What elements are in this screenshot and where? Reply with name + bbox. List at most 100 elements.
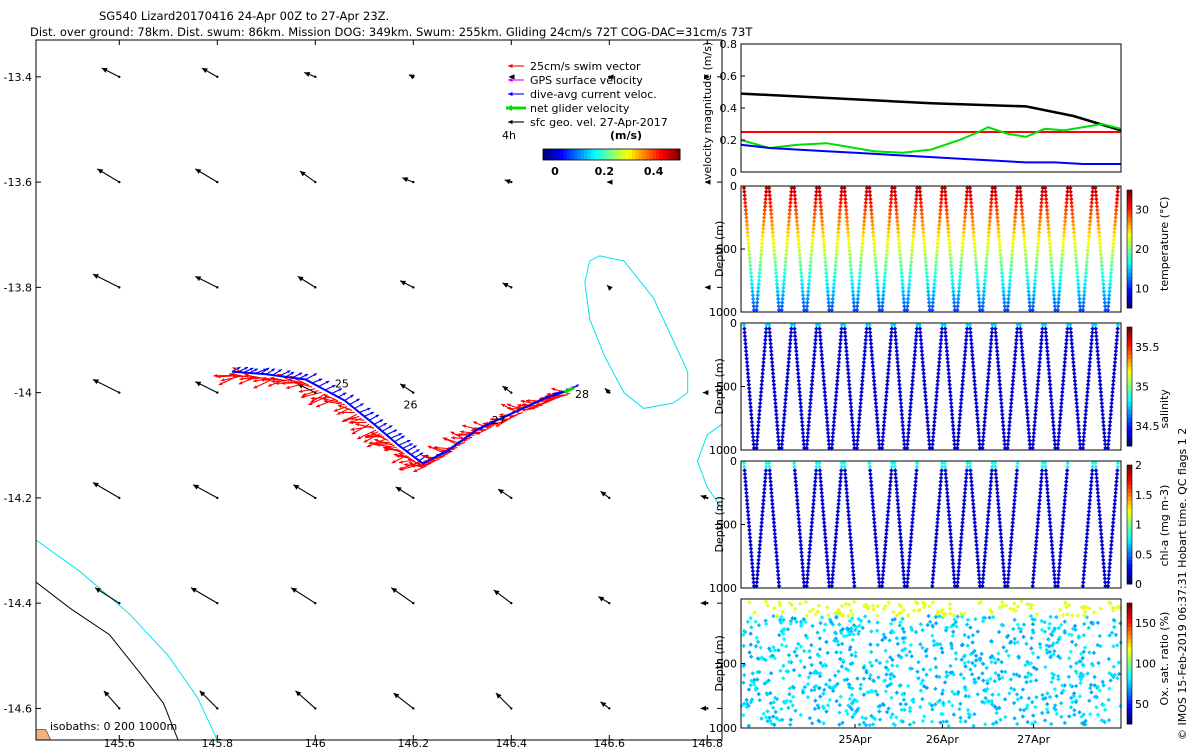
profile-point bbox=[1023, 386, 1028, 391]
profile-point bbox=[995, 494, 1000, 499]
profile-point bbox=[1110, 524, 1116, 529]
profile-point bbox=[1056, 296, 1061, 302]
profile-point bbox=[1020, 352, 1025, 358]
profile-point bbox=[918, 688, 924, 693]
profile-point bbox=[800, 561, 805, 566]
profile-point bbox=[875, 419, 880, 425]
profile-point bbox=[1047, 237, 1052, 242]
profile-point bbox=[911, 498, 917, 503]
profile-point bbox=[805, 576, 810, 581]
profile-point bbox=[980, 307, 985, 313]
profile-point bbox=[786, 659, 792, 665]
profile-point bbox=[1030, 307, 1035, 313]
depth-y-tick-label: 500 bbox=[716, 243, 737, 256]
sfc-vector-arrow bbox=[101, 67, 120, 78]
profile-point bbox=[1111, 617, 1116, 623]
profile-point bbox=[980, 438, 986, 443]
profile-point bbox=[825, 568, 831, 574]
profile-point bbox=[1015, 464, 1020, 469]
profile-point bbox=[1110, 386, 1116, 391]
profile-point bbox=[883, 539, 888, 544]
profile-point bbox=[775, 289, 780, 294]
profile-point bbox=[962, 498, 967, 503]
map-y-tick-label: -13.8 bbox=[4, 281, 32, 294]
profile-point bbox=[998, 527, 1003, 533]
profile-point bbox=[881, 557, 887, 563]
profile-point bbox=[884, 248, 890, 254]
profile-point bbox=[1023, 248, 1028, 254]
profile-point bbox=[946, 237, 952, 242]
profile-point bbox=[825, 423, 830, 428]
legend-swatch-arrow-head bbox=[508, 91, 513, 97]
dac-vector-head bbox=[370, 411, 374, 415]
profile-point bbox=[968, 712, 973, 718]
profile-point bbox=[902, 583, 907, 589]
dac-vector-head bbox=[236, 367, 241, 370]
profile-point bbox=[971, 512, 977, 518]
profile-point bbox=[795, 509, 801, 514]
profile-point bbox=[951, 712, 957, 717]
profile-point bbox=[873, 542, 879, 548]
profile-point bbox=[908, 408, 913, 413]
profile-point bbox=[895, 219, 900, 224]
profile-point bbox=[843, 475, 848, 481]
profile-point bbox=[774, 274, 779, 279]
profile-point bbox=[1068, 189, 1073, 194]
swim-vector-head bbox=[460, 430, 464, 434]
profile-point bbox=[964, 468, 969, 473]
profile-point bbox=[1110, 393, 1115, 399]
profile-point bbox=[768, 701, 774, 706]
swim-vector-head bbox=[417, 463, 422, 467]
profile-point bbox=[996, 230, 1001, 235]
profile-point bbox=[772, 695, 778, 700]
profile-point bbox=[989, 326, 995, 331]
profile-point bbox=[1061, 374, 1066, 380]
profile-point bbox=[755, 430, 760, 436]
profile-point bbox=[919, 211, 925, 217]
profile-point bbox=[975, 412, 980, 417]
profile-point bbox=[886, 600, 891, 605]
profile-point bbox=[792, 193, 798, 198]
profile-point bbox=[1052, 304, 1058, 309]
profile-point bbox=[755, 289, 761, 294]
profile-point bbox=[887, 219, 892, 224]
profile-point bbox=[1053, 445, 1058, 451]
profile-point bbox=[752, 677, 757, 683]
profile-point bbox=[1102, 430, 1107, 436]
profile-point bbox=[772, 397, 778, 402]
profile-point bbox=[832, 415, 837, 421]
panel-colorbar-cell bbox=[1127, 338, 1132, 344]
panel-colorbar-cell bbox=[1127, 217, 1132, 222]
profile-point bbox=[824, 605, 830, 610]
profile-point bbox=[834, 520, 840, 525]
profile-point bbox=[1072, 623, 1078, 629]
profile-point bbox=[1053, 707, 1058, 712]
profile-point bbox=[1057, 419, 1063, 425]
profile-point bbox=[861, 226, 866, 231]
profile-point bbox=[824, 709, 829, 714]
profile-point bbox=[1052, 626, 1057, 631]
profile-point bbox=[908, 625, 914, 630]
profile-point bbox=[749, 419, 755, 425]
profile-point bbox=[888, 471, 894, 477]
profile-point bbox=[848, 267, 854, 272]
colorbar-cell bbox=[549, 149, 554, 160]
profile-point bbox=[838, 471, 844, 477]
profile-point bbox=[981, 427, 987, 432]
profile-point bbox=[975, 285, 981, 291]
profile-point bbox=[999, 659, 1004, 665]
profile-point bbox=[746, 386, 752, 391]
profile-point bbox=[952, 438, 957, 443]
profile-point bbox=[1022, 241, 1027, 246]
profile-point bbox=[871, 516, 877, 522]
profile-point bbox=[1062, 498, 1067, 503]
profile-point bbox=[968, 196, 974, 202]
profile-point bbox=[808, 535, 813, 540]
profile-point bbox=[849, 707, 855, 712]
profile-point bbox=[1090, 185, 1096, 191]
profile-point bbox=[1073, 627, 1078, 632]
profile-point bbox=[929, 703, 935, 708]
profile-point bbox=[960, 378, 966, 384]
profile-point bbox=[997, 520, 1003, 525]
profile-point bbox=[899, 546, 904, 551]
